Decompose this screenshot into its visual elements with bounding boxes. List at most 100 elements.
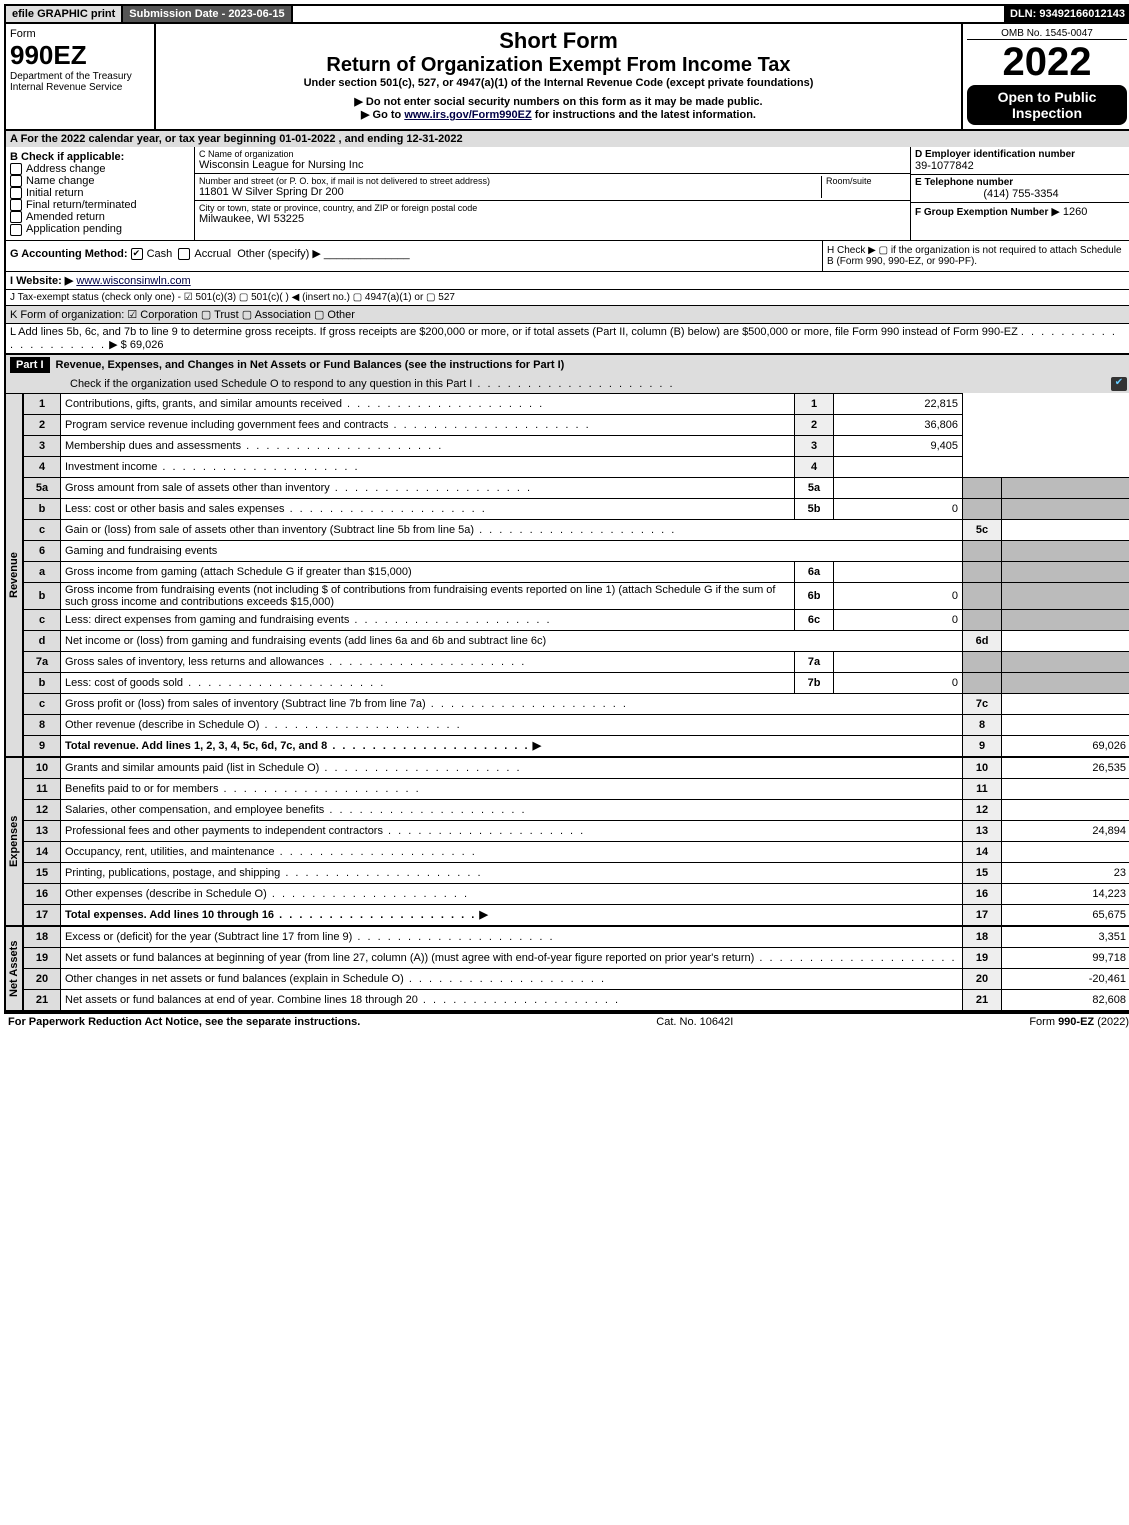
line-3: 3Membership dues and assessments39,405 — [24, 435, 1129, 456]
sidebar-netassets: Net Assets — [6, 926, 23, 1011]
efile-print-button[interactable]: efile GRAPHIC print — [6, 6, 123, 22]
d-label: D Employer identification number — [915, 149, 1127, 160]
line-7b: bLess: cost of goods sold7b0 — [24, 672, 1129, 693]
box-d-e-f: D Employer identification number 39-1077… — [910, 147, 1129, 240]
sidebar-expenses: Expenses — [6, 757, 23, 926]
line-17: 17Total expenses. Add lines 10 through 1… — [24, 904, 1129, 925]
part-1-label: Part I — [10, 357, 50, 373]
line-5c: cGain or (loss) from sale of assets othe… — [24, 519, 1129, 540]
box-b: B Check if applicable: Address change Na… — [6, 147, 195, 240]
check-address[interactable] — [10, 163, 22, 175]
b-item-0: Address change — [26, 163, 106, 175]
netassets-block: Net Assets 18Excess or (deficit) for the… — [6, 926, 1129, 1011]
irs-link[interactable]: www.irs.gov/Form990EZ — [404, 109, 531, 121]
g-other: Other (specify) — [237, 248, 309, 260]
irs-label: Internal Revenue Service — [10, 82, 150, 93]
line-10: 10Grants and similar amounts paid (list … — [24, 757, 1129, 778]
org-city: Milwaukee, WI 53225 — [199, 213, 906, 225]
expenses-table: 10Grants and similar amounts paid (list … — [23, 757, 1129, 926]
line-k: K Form of organization: ☑ Corporation ▢ … — [6, 305, 1129, 323]
room-label: Room/suite — [821, 176, 906, 198]
check-cash[interactable] — [131, 248, 143, 260]
footer-right: Form 990-EZ (2022) — [1029, 1016, 1129, 1028]
line-h: H Check ▶ ▢ if the organization is not r… — [822, 241, 1129, 271]
b-item-2: Initial return — [26, 187, 83, 199]
part-1: Part I Revenue, Expenses, and Changes in… — [4, 355, 1129, 1013]
part-1-checktext: Check if the organization used Schedule … — [10, 378, 1111, 390]
netassets-table: 18Excess or (deficit) for the year (Subt… — [23, 926, 1129, 1011]
i-label: I Website: ▶ — [10, 275, 73, 287]
info-section: A For the 2022 calendar year, or tax yea… — [4, 131, 1129, 355]
line-21: 21Net assets or fund balances at end of … — [24, 989, 1129, 1010]
check-accrual[interactable] — [178, 248, 190, 260]
line-a: A For the 2022 calendar year, or tax yea… — [6, 131, 1129, 147]
line-i: I Website: ▶ www.wisconsinwln.com — [6, 271, 1129, 289]
g-cash: Cash — [147, 248, 173, 260]
part-1-header: Part I Revenue, Expenses, and Changes in… — [6, 355, 1129, 375]
tax-year: 2022 — [967, 40, 1127, 85]
check-final[interactable] — [10, 199, 22, 211]
line-20: 20Other changes in net assets or fund ba… — [24, 968, 1129, 989]
top-bar: efile GRAPHIC print Submission Date - 20… — [4, 4, 1129, 24]
group-exemption: 1260 — [1063, 206, 1087, 218]
line-g: G Accounting Method: Cash Accrual Other … — [6, 241, 822, 271]
goto-line: ▶ Go to www.irs.gov/Form990EZ for instru… — [160, 108, 957, 121]
box-c: C Name of organization Wisconsin League … — [195, 147, 910, 240]
phone-value: (414) 755-3354 — [915, 188, 1127, 200]
line-12: 12Salaries, other compensation, and empl… — [24, 799, 1129, 820]
line-j: J Tax-exempt status (check only one) - ☑… — [6, 289, 1129, 305]
return-title: Return of Organization Exempt From Incom… — [160, 54, 957, 77]
c-name-label: C Name of organization — [199, 149, 906, 159]
line-5b: bLess: cost or other basis and sales exp… — [24, 498, 1129, 519]
g-label: G Accounting Method: — [10, 248, 128, 260]
form-header: Form 990EZ Department of the Treasury In… — [4, 24, 1129, 131]
line-6b: bGross income from fundraising events (n… — [24, 582, 1129, 609]
omb-number: OMB No. 1545-0047 — [967, 28, 1127, 40]
line-5a: 5aGross amount from sale of assets other… — [24, 477, 1129, 498]
l-text: L Add lines 5b, 6c, and 7b to line 9 to … — [10, 326, 1018, 338]
box-b-c-d: B Check if applicable: Address change Na… — [6, 147, 1129, 240]
part-1-check: Check if the organization used Schedule … — [6, 375, 1129, 393]
dept-label: Department of the Treasury — [10, 71, 150, 82]
revenue-block: Revenue 1Contributions, gifts, grants, a… — [6, 393, 1129, 757]
expenses-block: Expenses 10Grants and similar amounts pa… — [6, 757, 1129, 926]
footer-left: For Paperwork Reduction Act Notice, see … — [8, 1016, 360, 1028]
website-link[interactable]: www.wisconsinwln.com — [76, 275, 190, 287]
line-7c: cGross profit or (loss) from sales of in… — [24, 693, 1129, 714]
c-city-label: City or town, state or province, country… — [199, 203, 906, 213]
line-6d: dNet income or (loss) from gaming and fu… — [24, 630, 1129, 651]
form-word: Form — [10, 28, 150, 40]
check-initial[interactable] — [10, 187, 22, 199]
open-inspection-badge: Open to Public Inspection — [967, 85, 1127, 125]
check-pending[interactable] — [10, 224, 22, 236]
footer-mid: Cat. No. 10642I — [656, 1016, 733, 1028]
part-1-checkbox[interactable]: ✔ — [1111, 377, 1127, 391]
ssn-warning: Do not enter social security numbers on … — [160, 95, 957, 108]
line-7a: 7aGross sales of inventory, less returns… — [24, 651, 1129, 672]
line-14: 14Occupancy, rent, utilities, and mainte… — [24, 841, 1129, 862]
b-title: B Check if applicable: — [10, 151, 190, 163]
part-1-title: Revenue, Expenses, and Changes in Net As… — [50, 359, 1127, 371]
b-item-3: Final return/terminated — [26, 199, 137, 211]
goto-post: for instructions and the latest informat… — [532, 109, 756, 121]
dln-label: DLN: 93492166012143 — [1004, 6, 1129, 22]
b-item-5: Application pending — [26, 223, 122, 235]
check-amended[interactable] — [10, 211, 22, 223]
sidebar-revenue: Revenue — [6, 393, 23, 757]
e-label: E Telephone number — [915, 177, 1127, 188]
line-9: 9Total revenue. Add lines 1, 2, 3, 4, 5c… — [24, 735, 1129, 756]
b-item-1: Name change — [26, 175, 95, 187]
line-16: 16Other expenses (describe in Schedule O… — [24, 883, 1129, 904]
line-11: 11Benefits paid to or for members11 — [24, 778, 1129, 799]
org-name: Wisconsin League for Nursing Inc — [199, 159, 906, 171]
short-form-title: Short Form — [160, 28, 957, 54]
page-footer: For Paperwork Reduction Act Notice, see … — [4, 1013, 1129, 1030]
line-15: 15Printing, publications, postage, and s… — [24, 862, 1129, 883]
line-19: 19Net assets or fund balances at beginni… — [24, 947, 1129, 968]
line-6c: cLess: direct expenses from gaming and f… — [24, 609, 1129, 630]
check-name[interactable] — [10, 175, 22, 187]
l-amount: $ 69,026 — [121, 339, 164, 351]
line-l: L Add lines 5b, 6c, and 7b to line 9 to … — [6, 323, 1129, 353]
line-6: 6Gaming and fundraising events — [24, 540, 1129, 561]
ein-value: 39-1077842 — [915, 160, 1127, 172]
